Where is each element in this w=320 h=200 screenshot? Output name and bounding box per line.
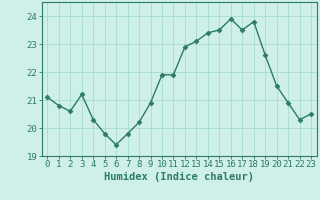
X-axis label: Humidex (Indice chaleur): Humidex (Indice chaleur) [104, 172, 254, 182]
